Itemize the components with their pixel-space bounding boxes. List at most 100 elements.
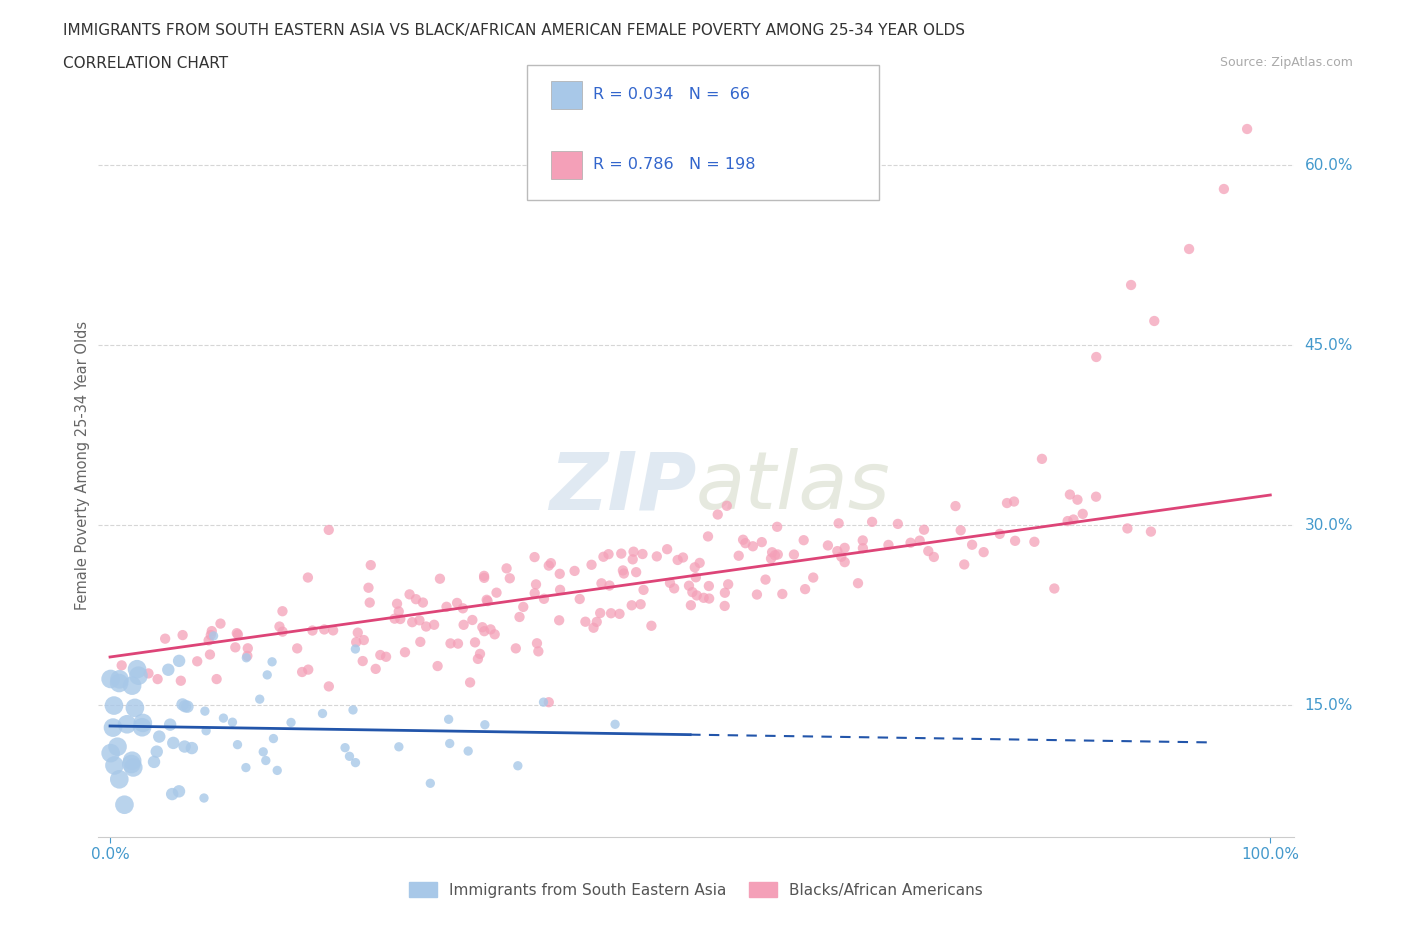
Point [127, 669, 149, 684]
Point [612, 563, 634, 578]
Point [1002, 494, 1025, 509]
Point [988, 526, 1011, 541]
Point [589, 605, 612, 620]
Point [405, 591, 427, 606]
Point [172, 628, 194, 643]
Point [766, 547, 789, 562]
Point [385, 596, 408, 611]
Point [160, 787, 183, 802]
Point [266, 763, 288, 777]
Point [603, 717, 626, 732]
Point [221, 715, 243, 730]
Point [794, 581, 817, 596]
Point [472, 570, 495, 585]
Point [922, 550, 945, 565]
Point [598, 547, 620, 562]
Point [162, 736, 184, 751]
Point [761, 545, 783, 560]
Point [598, 578, 620, 593]
Point [600, 605, 623, 620]
Point [621, 551, 644, 566]
Point [172, 697, 194, 711]
Point [683, 560, 706, 575]
Point [495, 561, 517, 576]
Point [506, 758, 529, 773]
Point [412, 595, 434, 610]
Point [285, 641, 308, 656]
Point [375, 649, 398, 664]
Point [108, 772, 131, 787]
Point [297, 662, 319, 677]
Point [697, 529, 720, 544]
Point [226, 627, 249, 642]
Point [679, 598, 702, 613]
Y-axis label: Female Poverty Among 25-34 Year Olds: Female Poverty Among 25-34 Year Olds [75, 321, 90, 609]
Point [132, 715, 155, 730]
Point [912, 523, 935, 538]
Point [437, 711, 460, 726]
Point [754, 572, 776, 587]
Point [523, 586, 546, 601]
Point [995, 496, 1018, 511]
Point [344, 642, 367, 657]
Point [1119, 277, 1142, 292]
Point [548, 566, 571, 581]
Point [548, 582, 571, 597]
Point [235, 760, 257, 775]
Point [101, 720, 124, 735]
Point [1059, 487, 1081, 502]
Point [447, 636, 470, 651]
Point [173, 739, 195, 754]
Point [609, 606, 631, 621]
Point [827, 544, 849, 559]
Point [415, 619, 437, 634]
Point [645, 549, 668, 564]
Point [120, 757, 142, 772]
Point [834, 540, 856, 555]
Point [770, 587, 793, 602]
Point [111, 658, 134, 672]
Point [817, 538, 839, 552]
Point [297, 570, 319, 585]
Point [537, 695, 560, 710]
Point [477, 593, 499, 608]
Point [186, 654, 208, 669]
Point [122, 760, 145, 775]
Point [908, 533, 931, 548]
Point [100, 671, 122, 686]
Point [783, 547, 806, 562]
Point [689, 555, 711, 570]
Point [714, 585, 737, 600]
Point [585, 615, 607, 630]
Point [388, 739, 411, 754]
Point [364, 661, 387, 676]
Point [468, 646, 491, 661]
Point [581, 557, 603, 572]
Point [613, 566, 636, 581]
Point [727, 549, 749, 564]
Point [451, 601, 474, 616]
Point [512, 600, 534, 615]
Point [236, 641, 259, 656]
Text: IMMIGRANTS FROM SOUTH EASTERN ASIA VS BLACK/AFRICAN AMERICAN FEMALE POVERTY AMON: IMMIGRANTS FROM SOUTH EASTERN ASIA VS BL… [63, 23, 966, 38]
Point [457, 744, 479, 759]
Text: Source: ZipAtlas.com: Source: ZipAtlas.com [1219, 56, 1353, 69]
Point [949, 523, 972, 538]
Point [108, 671, 131, 686]
Point [793, 533, 815, 548]
Point [877, 538, 900, 552]
Point [582, 620, 605, 635]
Point [1024, 535, 1046, 550]
Point [339, 749, 361, 764]
Point [138, 666, 160, 681]
Point [352, 654, 374, 669]
Point [423, 618, 446, 632]
Point [333, 740, 356, 755]
Point [766, 519, 789, 534]
Text: R = 0.786   N = 198: R = 0.786 N = 198 [593, 157, 756, 172]
Point [225, 626, 247, 641]
Point [672, 550, 695, 565]
Point [159, 717, 181, 732]
Point [170, 673, 193, 688]
Point [1056, 513, 1078, 528]
